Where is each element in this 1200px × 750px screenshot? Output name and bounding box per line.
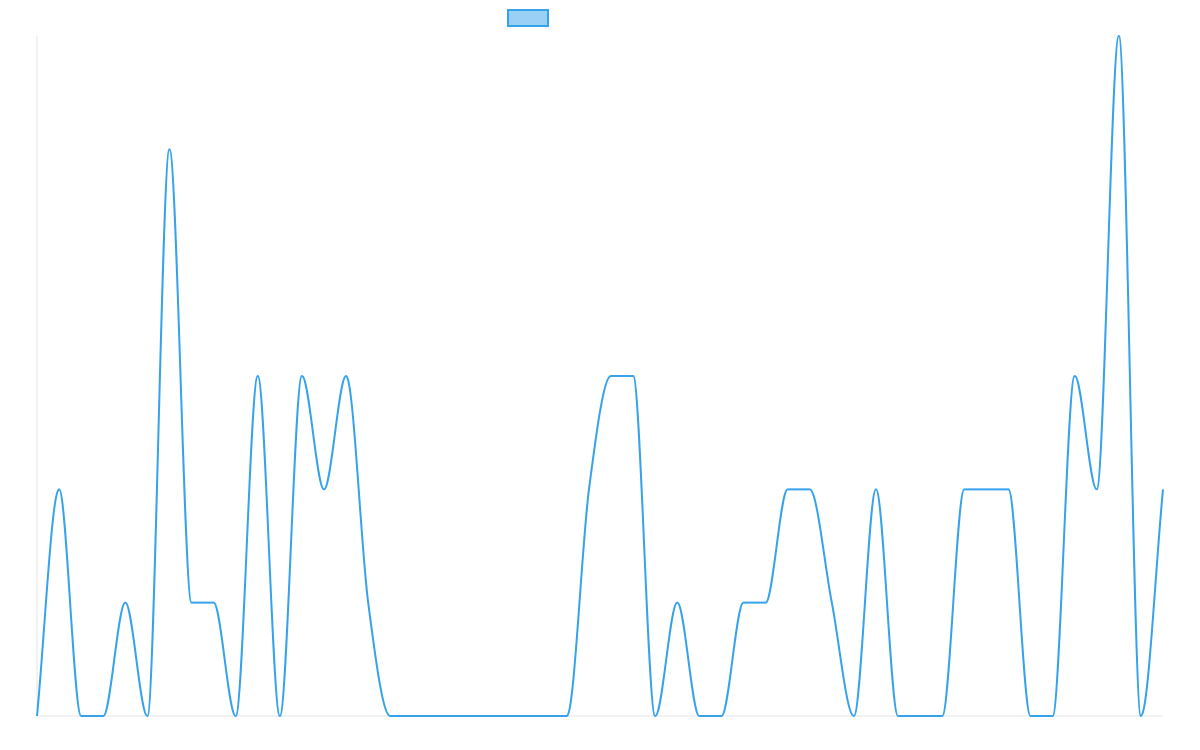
data-point[interactable] (34, 713, 40, 719)
data-point[interactable] (144, 713, 150, 719)
data-point[interactable] (387, 713, 393, 719)
data-point[interactable] (696, 713, 702, 719)
data-point[interactable] (895, 713, 901, 719)
data-point[interactable] (166, 146, 172, 152)
data-point[interactable] (785, 486, 791, 492)
data-point[interactable] (741, 600, 747, 606)
data-point[interactable] (1005, 486, 1011, 492)
data-point[interactable] (100, 713, 106, 719)
legend-swatch[interactable] (507, 9, 549, 27)
data-point[interactable] (122, 600, 128, 606)
series-line (36, 35, 1164, 717)
data-point[interactable] (763, 600, 769, 606)
axes (36, 36, 1163, 717)
data-point[interactable] (277, 713, 283, 719)
data-point[interactable] (1116, 33, 1122, 39)
data-point[interactable] (564, 713, 570, 719)
data-point[interactable] (917, 713, 923, 719)
data-point[interactable] (652, 713, 658, 719)
data-point[interactable] (939, 713, 945, 719)
data-point[interactable] (1138, 713, 1144, 719)
data-point[interactable] (983, 486, 989, 492)
data-point[interactable] (674, 600, 680, 606)
data-point[interactable] (542, 713, 548, 719)
data-point[interactable] (321, 486, 327, 492)
data-point[interactable] (1160, 486, 1166, 492)
data-point[interactable] (1050, 713, 1056, 719)
data-point[interactable] (476, 713, 482, 719)
series-layer (34, 33, 1166, 719)
data-point[interactable] (807, 486, 813, 492)
data-point[interactable] (255, 373, 261, 379)
data-point[interactable] (608, 373, 614, 379)
data-point[interactable] (1072, 373, 1078, 379)
data-point[interactable] (630, 373, 636, 379)
data-point[interactable] (829, 600, 835, 606)
data-point[interactable] (431, 713, 437, 719)
legend[interactable] (507, 9, 549, 27)
data-point[interactable] (56, 486, 62, 492)
data-point[interactable] (961, 486, 967, 492)
data-point[interactable] (189, 600, 195, 606)
data-point[interactable] (520, 713, 526, 719)
data-point[interactable] (718, 713, 724, 719)
data-point[interactable] (365, 600, 371, 606)
data-point[interactable] (453, 713, 459, 719)
data-point[interactable] (498, 713, 504, 719)
data-point[interactable] (299, 373, 305, 379)
data-point[interactable] (851, 713, 857, 719)
data-point[interactable] (1028, 713, 1034, 719)
data-point[interactable] (78, 713, 84, 719)
data-point[interactable] (211, 600, 217, 606)
data-point[interactable] (343, 373, 349, 379)
data-point[interactable] (409, 713, 415, 719)
data-point[interactable] (1094, 486, 1100, 492)
data-point[interactable] (586, 486, 592, 492)
data-point[interactable] (233, 713, 239, 719)
data-point[interactable] (873, 486, 879, 492)
